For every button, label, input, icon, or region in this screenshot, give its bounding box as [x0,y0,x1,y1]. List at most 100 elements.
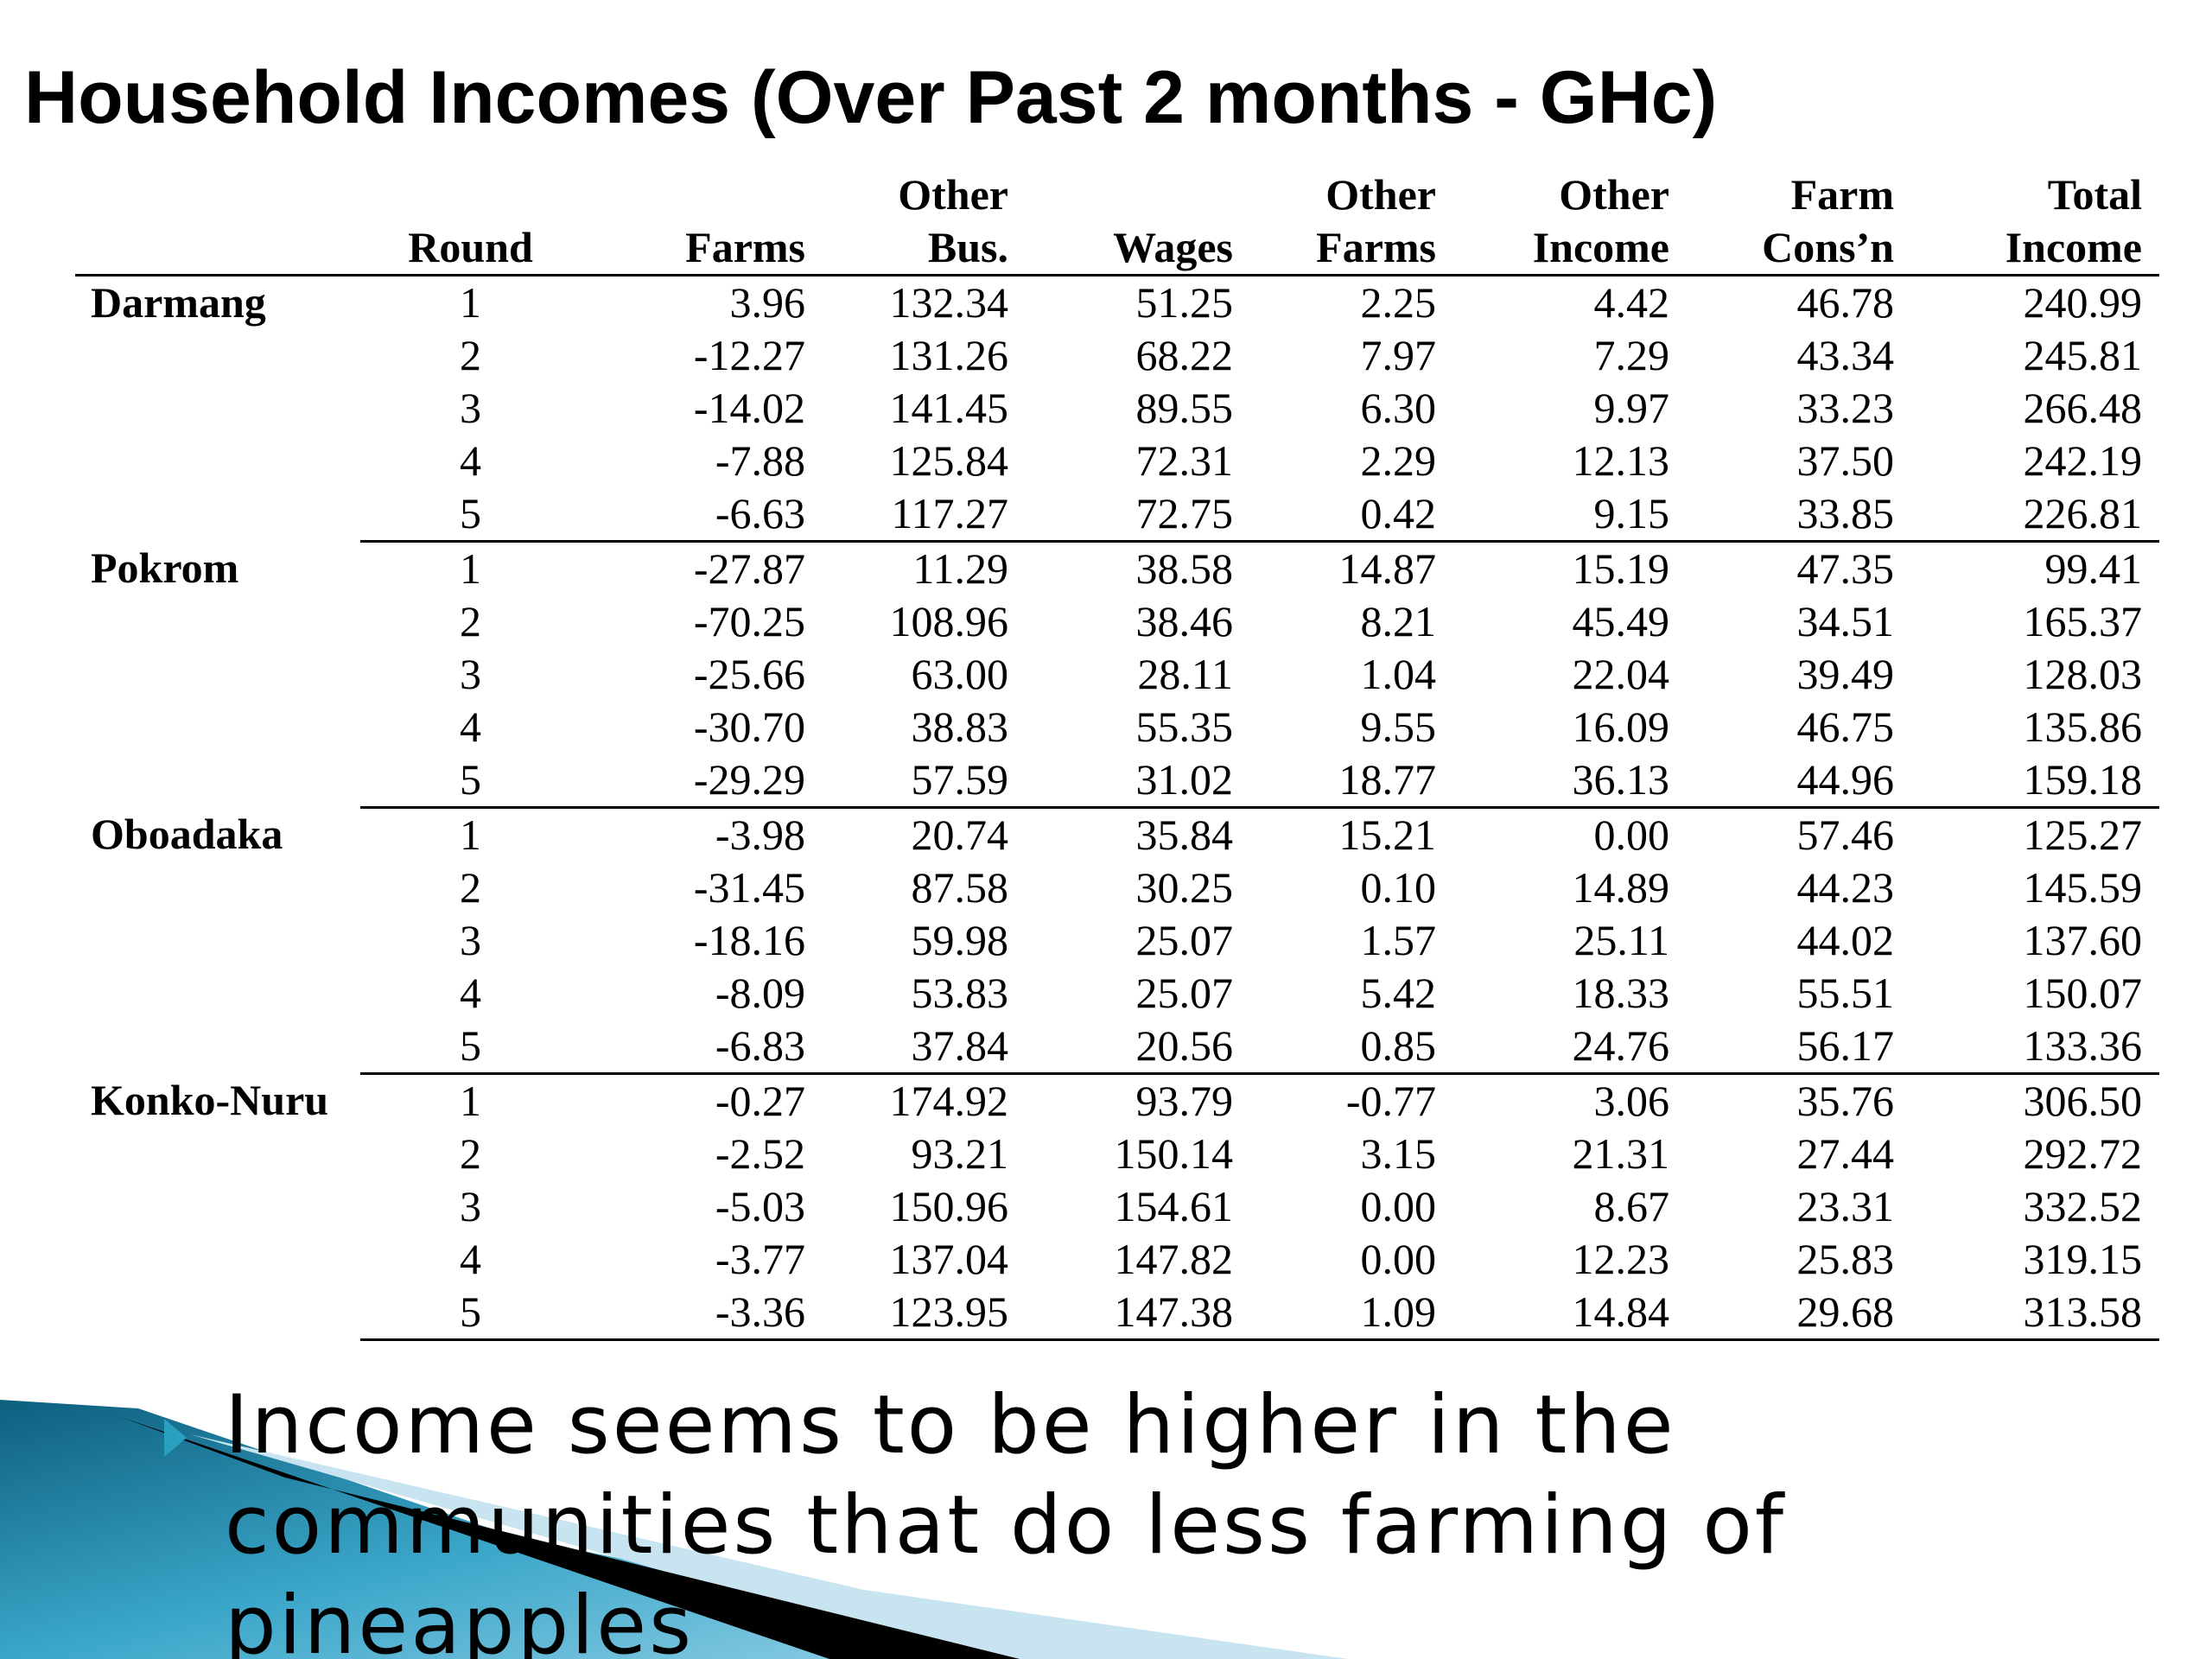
value-cell: 59.98 [911,916,1009,964]
value-cell: 0.00 [1360,1182,1437,1230]
value-cell: 30.25 [1135,863,1234,912]
value-cell: 44.02 [1796,916,1895,964]
value-cell: 9.97 [1593,384,1670,432]
header-cell-bottom: Farms [581,221,823,276]
value-cell: 133.36 [1911,1020,2159,1075]
value-cell: 147.82 [1114,1235,1234,1283]
table-row: Pokrom 1 -27.87 11.29 38.58 14.87 15.19 47.35 99… [75,542,2159,596]
value-cell: 0.42 [1250,487,1453,543]
value-cell: 150.14 [1114,1129,1234,1178]
value-cell: 63.00 [911,650,1009,698]
value-cell: 2.25 [1360,278,1437,327]
value-cell: 72.31 [1135,436,1234,485]
value-cell: -8.09 [715,969,805,1017]
value-cell: 7.97 [1360,331,1437,379]
table-row: Darmang 1 3.96 132.34 51.25 2.25 4.42 46.78 240.… [75,276,2159,330]
value-cell: 37.50 [1796,436,1895,485]
value-cell: 245.81 [2023,331,2143,379]
village-name: Pokrom [91,543,239,592]
value-cell: 93.21 [911,1129,1009,1178]
round-cell: 1 [460,544,481,593]
value-cell: 45.49 [1572,597,1670,645]
value-cell: 141.45 [889,384,1009,432]
round-cell: 3 [460,916,481,964]
value-cell: 24.76 [1453,1020,1687,1075]
value-cell: 46.75 [1796,702,1895,751]
value-cell: 0.10 [1360,863,1437,912]
value-cell: 14.87 [1338,544,1437,593]
table-row: 2 -31.45 87.58 30.25 0.10 14.89 44.23 145.59 [75,861,2159,914]
table-row: 2 -2.52 93.21 150.14 3.15 21.31 27.44 292.72 [75,1128,2159,1180]
value-cell: 72.75 [1026,487,1250,543]
value-cell: 53.83 [911,969,1009,1017]
round-cell: 5 [360,753,581,809]
value-cell: 38.83 [911,702,1009,751]
value-cell: -25.66 [693,650,805,698]
value-cell: 51.25 [1135,278,1234,327]
value-cell: 3.15 [1360,1129,1437,1178]
round-cell: 2 [460,331,481,379]
round-cell: 1 [460,1077,481,1125]
value-cell: -18.16 [693,916,805,964]
value-cell: -6.83 [581,1020,823,1075]
value-cell: 137.60 [2023,916,2143,964]
value-cell: 313.58 [1911,1286,2159,1341]
header-cell-bottom: Income [1911,221,2159,276]
table-row: 4 -3.77 137.04 147.82 0.00 12.23 25.83 319.15 [75,1233,2159,1286]
table-row: 4 -8.09 53.83 25.07 5.42 18.33 55.51 150.07 [75,967,2159,1020]
value-cell: 306.50 [2023,1077,2143,1125]
value-cell: 1.09 [1250,1286,1453,1341]
value-cell: 34.51 [1796,597,1895,645]
header-cell-bottom: Round [360,221,581,276]
value-cell: 154.61 [1114,1182,1234,1230]
value-cell: 150.96 [889,1182,1009,1230]
table-row: 4 -30.70 38.83 55.35 9.55 16.09 46.75 135.86 [75,701,2159,753]
value-cell: 25.07 [1135,916,1234,964]
round-cell: 4 [460,1235,481,1283]
value-cell: 9.15 [1453,487,1687,543]
value-cell: -3.36 [581,1286,823,1341]
value-cell: 159.18 [1911,753,2159,809]
value-cell: 0.85 [1250,1020,1453,1075]
round-cell: 1 [460,810,481,859]
value-cell: 4.42 [1593,278,1670,327]
value-cell: 16.09 [1572,702,1670,751]
value-cell: -70.25 [693,597,805,645]
table-row: Konko-Nuru 1 -0.27 174.92 93.79 -0.77 3.06 35.7… [75,1074,2159,1128]
value-cell: 68.22 [1135,331,1234,379]
value-cell: 57.46 [1796,810,1895,859]
value-cell: 36.13 [1453,753,1687,809]
village-group: Pokrom 1 -27.87 11.29 38.58 14.87 15.19 47.35 99… [75,542,2159,809]
value-cell: 35.84 [1135,810,1234,859]
value-cell: -31.45 [693,863,805,912]
round-cell: 5 [360,487,581,543]
value-cell: 39.49 [1796,650,1895,698]
value-cell: 11.29 [912,544,1008,593]
value-cell: 55.35 [1135,702,1234,751]
value-cell: 165.37 [2023,597,2143,645]
value-cell: 2.29 [1360,436,1437,485]
header-cell-bottom: Cons’n [1687,221,1911,276]
table-row: 5 -29.29 57.59 31.02 18.77 36.13 44.96 159.18 [75,753,2159,809]
value-cell: 99.41 [2044,544,2143,593]
value-cell: 38.46 [1135,597,1234,645]
value-cell: 3.06 [1593,1077,1670,1125]
value-cell: 108.96 [889,597,1009,645]
header-cell-top [1026,168,1250,221]
round-cell: 2 [460,1129,481,1178]
value-cell: 46.78 [1796,278,1895,327]
value-cell: 145.59 [2023,863,2143,912]
header-cell-top [360,168,581,221]
value-cell: 18.77 [1250,753,1453,809]
value-cell: 117.27 [823,487,1026,543]
value-cell: 135.86 [2023,702,2143,751]
round-cell: 4 [460,969,481,1017]
round-cell: 5 [360,1286,581,1341]
round-cell: 5 [360,1020,581,1075]
value-cell: 27.44 [1796,1129,1895,1178]
value-cell: 147.38 [1026,1286,1250,1341]
value-cell: 31.02 [1026,753,1250,809]
value-cell: 37.84 [823,1020,1026,1075]
value-cell: 12.23 [1572,1235,1670,1283]
value-cell: 125.27 [2023,810,2143,859]
